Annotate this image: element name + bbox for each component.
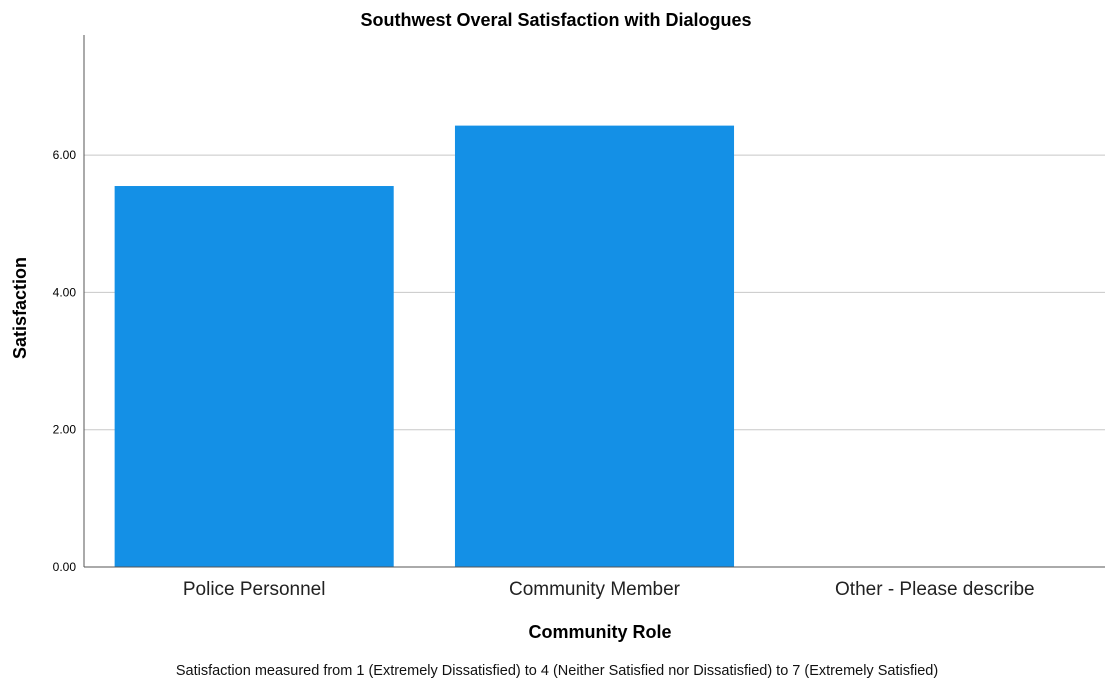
- bar: [114, 186, 394, 567]
- chart-footnote: Satisfaction measured from 1 (Extremely …: [176, 663, 938, 679]
- y-tick-label: 0.00: [53, 560, 77, 574]
- y-tick-label: 2.00: [53, 423, 77, 437]
- y-tick-label: 6.00: [53, 148, 77, 162]
- y-axis-title: Satisfaction: [10, 257, 30, 359]
- x-tick-label: Community Member: [509, 579, 681, 600]
- x-tick-label: Police Personnel: [183, 579, 326, 600]
- chart-title: Southwest Overal Satisfaction with Dialo…: [360, 10, 751, 30]
- y-tick-labels: 0.00 2.00 4.00 6.00: [53, 148, 77, 574]
- bars: [114, 125, 735, 568]
- x-axis-title: Community Role: [528, 622, 671, 642]
- y-tick-label: 4.00: [53, 285, 77, 299]
- x-tick-labels: Police Personnel Community Member Other - …: [183, 579, 1035, 600]
- x-tick-label: Other - Please describe: [835, 579, 1035, 600]
- bar: [454, 125, 735, 568]
